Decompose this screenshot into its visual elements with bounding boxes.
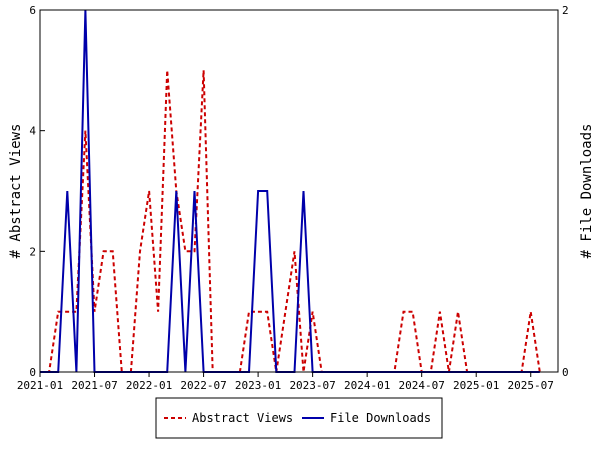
x-tick-label: 2024-01 xyxy=(344,379,390,392)
x-tick-label: 2023-01 xyxy=(235,379,281,392)
x-tick-label: 2022-01 xyxy=(126,379,172,392)
y-right-tick-label: 0 xyxy=(562,366,569,379)
series-line-abstract-views xyxy=(40,70,541,373)
x-tick-label: 2021-01 xyxy=(17,379,63,392)
right-axis: 02 xyxy=(553,4,569,379)
x-tick-label: 2021-07 xyxy=(71,379,117,392)
legend-label-file-downloads: File Downloads xyxy=(330,411,431,425)
y-left-axis-title: # Abstract Views xyxy=(8,124,24,259)
left-axis: 0 2 4 6 xyxy=(29,4,45,379)
plot-frame xyxy=(39,9,559,373)
y-left-tick-label: 4 xyxy=(29,125,36,138)
x-tick-label: 2025-01 xyxy=(453,379,499,392)
y-left-tick-label: 0 xyxy=(29,366,36,379)
legend: Abstract Views File Downloads xyxy=(155,397,443,439)
y-right-tick-label: 2 xyxy=(562,4,569,17)
legend-label-abstract-views: Abstract Views xyxy=(192,411,293,425)
x-tick-label: 2024-07 xyxy=(399,379,445,392)
x-tick-label: 2022-07 xyxy=(180,379,226,392)
x-axis: 2021-01 2021-07 2022-01 2022-07 2023-01 2023-… xyxy=(17,372,554,392)
y-left-tick-label: 6 xyxy=(29,4,36,17)
x-tick-label: 2023-07 xyxy=(289,379,335,392)
x-tick-label: 2025-07 xyxy=(508,379,554,392)
y-left-tick-label: 2 xyxy=(29,245,36,258)
y-right-axis-title: # File Downloads xyxy=(579,124,595,259)
legend-box xyxy=(155,397,443,439)
